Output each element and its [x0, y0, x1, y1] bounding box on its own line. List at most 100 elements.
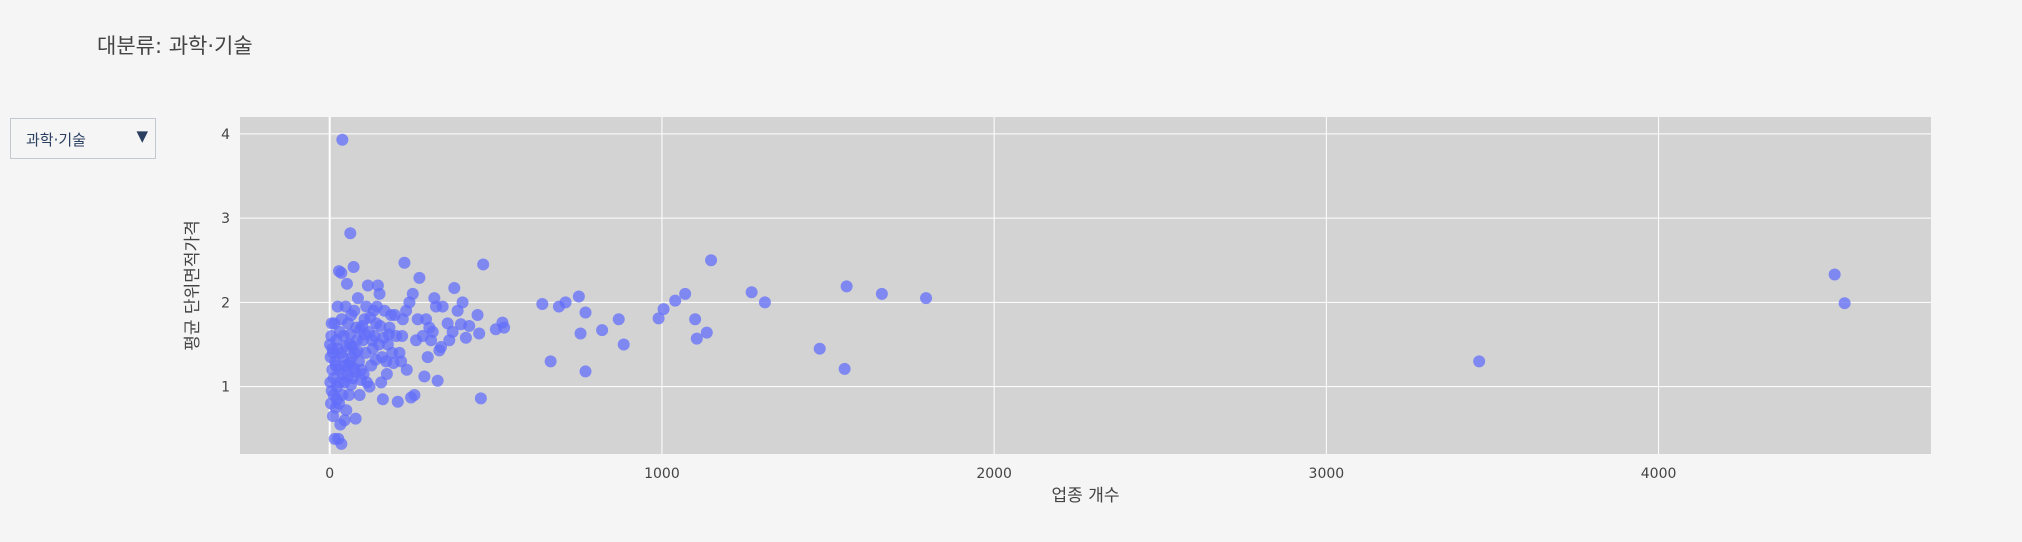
scatter-point[interactable]	[498, 321, 511, 334]
scatter-point[interactable]	[325, 317, 338, 330]
scatter-point[interactable]	[536, 298, 549, 311]
scatter-point[interactable]	[351, 292, 364, 305]
scatter-point[interactable]	[875, 287, 888, 300]
scatter-point[interactable]	[386, 346, 399, 359]
scatter-point[interactable]	[400, 363, 413, 376]
scatter-point[interactable]	[1473, 355, 1486, 368]
scatter-point[interactable]	[340, 277, 353, 290]
scatter-point[interactable]	[370, 300, 383, 313]
scatter-points[interactable]	[324, 133, 1851, 450]
scatter-point[interactable]	[471, 308, 484, 321]
scatter-point[interactable]	[328, 432, 341, 445]
scatter-point[interactable]	[574, 327, 587, 340]
scatter-point[interactable]	[920, 292, 933, 305]
triangle-down-icon[interactable]: ▼	[136, 127, 148, 145]
scatter-point[interactable]	[369, 353, 382, 366]
scatter-point[interactable]	[348, 365, 361, 378]
scatter-point[interactable]	[344, 378, 357, 391]
scatter-point[interactable]	[341, 317, 354, 330]
scatter-point[interactable]	[420, 313, 433, 326]
scatter-point[interactable]	[353, 389, 366, 402]
scatter-point[interactable]	[374, 319, 387, 332]
scatter-point[interactable]	[652, 312, 665, 325]
scatter-point[interactable]	[612, 313, 625, 326]
scatter-point[interactable]	[657, 303, 670, 316]
scatter-point[interactable]	[428, 292, 441, 305]
scatter-point[interactable]	[1838, 297, 1851, 310]
scatter-point[interactable]	[411, 313, 424, 326]
scatter-point[interactable]	[474, 392, 487, 405]
scatter-point[interactable]	[758, 296, 771, 309]
scatter-point[interactable]	[705, 254, 718, 267]
scatter-point[interactable]	[388, 308, 401, 321]
scatter-point[interactable]	[354, 373, 367, 386]
scatter-point[interactable]	[375, 376, 388, 389]
scatter-point[interactable]	[336, 133, 349, 146]
scatter-point[interactable]	[689, 313, 702, 326]
scatter-point[interactable]	[387, 357, 400, 370]
scatter-point[interactable]	[459, 331, 472, 344]
scatter-point[interactable]	[331, 300, 344, 313]
scatter-point[interactable]	[1828, 268, 1841, 281]
scatter-point[interactable]	[418, 370, 431, 383]
scatter-point[interactable]	[348, 304, 361, 317]
y-tick-labels: 1 2 3 4	[221, 127, 230, 396]
scatter-point[interactable]	[382, 328, 395, 341]
scatter-point[interactable]	[358, 328, 371, 341]
scatter-point[interactable]	[326, 363, 339, 376]
scatter-point[interactable]	[448, 282, 461, 295]
scatter-point[interactable]	[376, 393, 389, 406]
scatter-point[interactable]	[813, 342, 826, 355]
scatter-point[interactable]	[421, 351, 434, 364]
scatter-point[interactable]	[690, 332, 703, 345]
scatter-point[interactable]	[405, 391, 418, 404]
scatter-point[interactable]	[579, 365, 592, 378]
scatter-point[interactable]	[617, 338, 630, 351]
scatter-point[interactable]	[669, 294, 682, 307]
scatter-point[interactable]	[477, 258, 490, 271]
scatter-point[interactable]	[334, 418, 347, 431]
scatter-point[interactable]	[340, 340, 353, 353]
scatter-point[interactable]	[344, 227, 357, 240]
scatter-point[interactable]	[446, 325, 459, 338]
scatter-point[interactable]	[371, 279, 384, 292]
scatter-point[interactable]	[380, 367, 393, 380]
scatter-point[interactable]	[840, 280, 853, 293]
x-axis-title: 업종 개수	[1052, 486, 1120, 506]
scatter-point[interactable]	[745, 286, 758, 299]
scatter-point[interactable]	[327, 389, 340, 402]
scatter-point[interactable]	[398, 256, 411, 269]
x-tick-label: 4000	[1641, 466, 1677, 482]
scatter-point[interactable]	[396, 330, 409, 343]
y-axis-title: 평균 단위면적가격	[183, 220, 203, 351]
category-dropdown[interactable]: 과학·기술 ▼	[10, 118, 156, 159]
scatter-point[interactable]	[349, 412, 362, 425]
scatter-point[interactable]	[838, 362, 851, 375]
scatter-point[interactable]	[342, 389, 355, 402]
scatter-point[interactable]	[700, 326, 713, 339]
y-tick-label: 1	[221, 380, 230, 396]
scatter-point[interactable]	[351, 345, 364, 358]
scatter-point[interactable]	[416, 330, 429, 343]
y-tick-label: 3	[221, 211, 230, 227]
scatter-point[interactable]	[364, 311, 377, 324]
scatter-point[interactable]	[579, 306, 592, 319]
scatter-point[interactable]	[347, 260, 360, 273]
scatter-point[interactable]	[572, 290, 585, 303]
scatter-point[interactable]	[473, 327, 486, 340]
scatter-point[interactable]	[433, 344, 446, 357]
scatter-point[interactable]	[431, 374, 444, 387]
scatter-point[interactable]	[361, 279, 374, 292]
scatter-point[interactable]	[327, 346, 340, 359]
scatter-point[interactable]	[544, 355, 557, 368]
scatter-point[interactable]	[335, 266, 348, 279]
scatter-point[interactable]	[559, 296, 572, 309]
scatter-point[interactable]	[327, 410, 340, 423]
scatter-point[interactable]	[391, 395, 404, 408]
scatter-point[interactable]	[596, 324, 609, 337]
scatter-point[interactable]	[679, 287, 692, 300]
scatter-point[interactable]	[463, 319, 476, 332]
scatter-point[interactable]	[413, 271, 426, 284]
scatter-point[interactable]	[451, 304, 464, 317]
